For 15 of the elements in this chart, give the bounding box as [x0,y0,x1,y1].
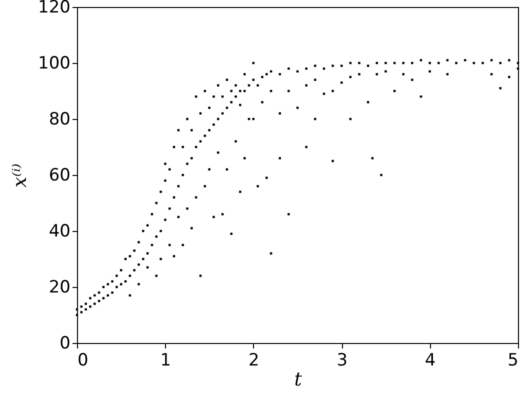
y-tick-label: 20 [48,278,70,298]
x-tick-label: 1 [160,350,172,370]
x-tick-label: 3 [336,350,348,370]
y-tick-label: 60 [48,166,70,186]
x-tick-label: 2 [248,350,260,370]
y-tick-label: 40 [48,222,70,242]
x-axis-title: t [294,368,302,390]
x-tick-label: 5 [508,350,518,370]
x-tick-label: 4 [424,350,436,370]
y-axis-title: x⁽ⁱ⁾ [9,163,32,188]
y-tick-label: 0 [60,334,70,354]
x-tick-label: 0 [78,350,88,370]
y-tick-label: 80 [48,110,70,130]
y-tick-label: 120 [38,0,70,18]
y-tick-label: 100 [38,54,70,74]
